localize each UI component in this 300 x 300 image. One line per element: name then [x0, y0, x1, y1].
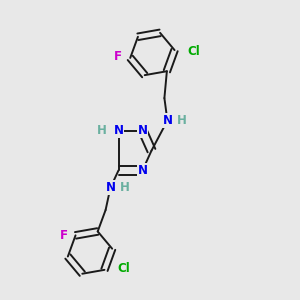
Text: N: N — [105, 181, 116, 194]
Text: H: H — [97, 124, 107, 137]
Text: Cl: Cl — [118, 262, 130, 275]
Text: H: H — [120, 181, 130, 194]
Text: N: N — [137, 124, 148, 137]
Text: H: H — [177, 114, 187, 127]
Text: F: F — [114, 50, 122, 63]
Text: F: F — [59, 229, 68, 242]
Text: N: N — [137, 164, 148, 177]
Text: N: N — [162, 114, 172, 127]
Text: Cl: Cl — [188, 45, 200, 58]
Text: N: N — [113, 124, 124, 137]
